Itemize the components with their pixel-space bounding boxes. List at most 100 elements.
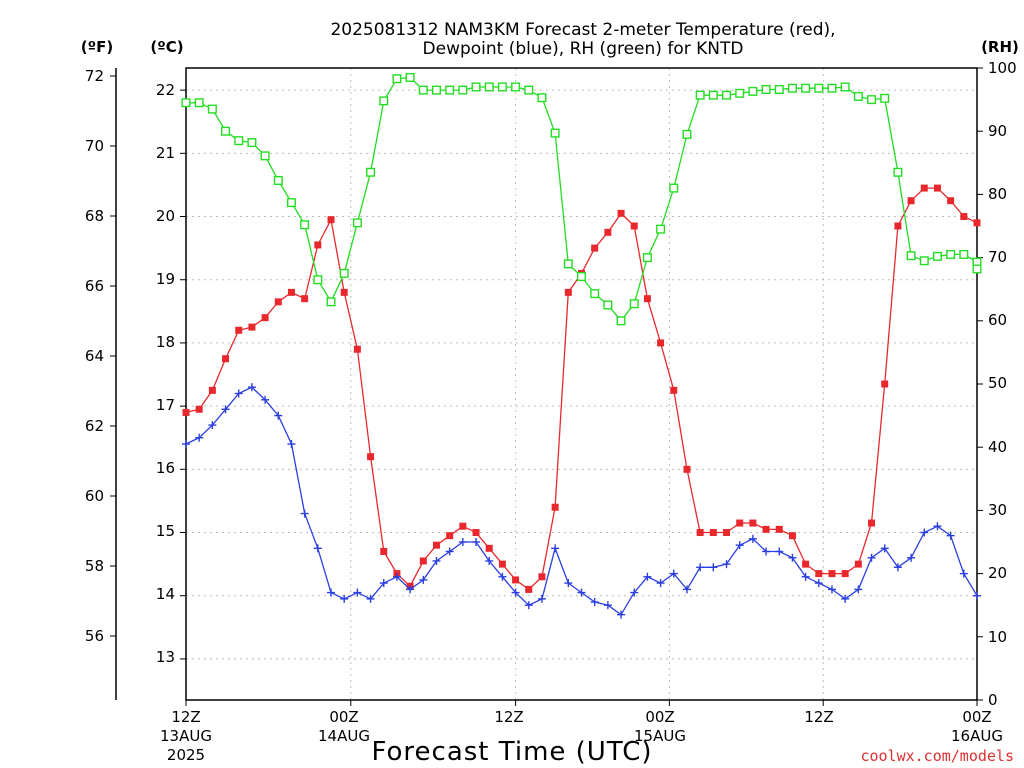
rh-point xyxy=(906,251,916,261)
rh-point xyxy=(286,198,296,208)
rh-point xyxy=(247,138,257,148)
temperature-point xyxy=(657,339,665,347)
rh-point xyxy=(484,82,494,92)
dewpoint-point xyxy=(946,531,955,540)
c-tick-label: 15 xyxy=(156,522,175,540)
rh-point xyxy=(352,218,362,228)
celsius-unit-label: (ºC) xyxy=(150,38,183,56)
temperature-point xyxy=(907,197,915,205)
rh-tick-label: 80 xyxy=(988,185,1007,203)
rh-point xyxy=(708,90,718,100)
rh-point xyxy=(853,91,863,101)
temperature-point xyxy=(854,560,862,568)
rh-tick-label: 20 xyxy=(988,564,1007,582)
dewpoint-point xyxy=(221,405,230,414)
temperature-point xyxy=(261,314,269,322)
temperature-point xyxy=(353,345,361,353)
temperature-point xyxy=(736,519,744,527)
dewpoint-series-line xyxy=(185,386,978,616)
credit-text: coolwx.com/models xyxy=(860,747,1014,765)
x-tick-label: 13AUG xyxy=(160,727,212,745)
temperature-point xyxy=(248,323,256,331)
temperature-point xyxy=(973,219,981,227)
temperature-point xyxy=(920,184,928,192)
dewpoint-point xyxy=(406,585,415,594)
rh-unit-label: (RH) xyxy=(981,38,1019,56)
temperature-point xyxy=(380,547,388,555)
rh-tick-label: 90 xyxy=(988,122,1007,140)
dewpoint-point xyxy=(735,541,744,550)
rh-tick-label: 0 xyxy=(988,691,998,709)
dewpoint-point xyxy=(603,601,612,610)
rh-point xyxy=(537,93,547,103)
c-tick-label: 14 xyxy=(156,585,175,603)
rh-point xyxy=(550,128,560,138)
rh-point xyxy=(366,167,376,177)
rh-point xyxy=(405,72,415,82)
temperature-point xyxy=(485,544,493,552)
rh-point xyxy=(880,93,890,103)
rh-tick-label: 50 xyxy=(988,374,1007,392)
temperature-point xyxy=(314,241,322,249)
plot-series xyxy=(181,72,982,619)
dewpoint-point xyxy=(327,588,336,597)
f-tick-label: 70 xyxy=(85,137,104,155)
plot-frame xyxy=(185,67,978,701)
dewpoint-point xyxy=(682,585,691,594)
dewpoint-point xyxy=(630,588,639,597)
x-tick-label: 16AUG xyxy=(951,727,1003,745)
f-tick-label: 60 xyxy=(85,487,104,505)
rh-point xyxy=(801,83,811,93)
temperature-point xyxy=(762,525,770,533)
plot-grid xyxy=(180,67,983,706)
temperature-point xyxy=(459,522,467,530)
dewpoint-point xyxy=(498,572,507,581)
dewpoint-point xyxy=(696,563,705,572)
x-tick-label: 14AUG xyxy=(318,727,370,745)
rh-point xyxy=(234,136,244,146)
temperature-point xyxy=(683,465,691,473)
dewpoint-point xyxy=(920,528,929,537)
f-tick-label: 66 xyxy=(85,277,104,295)
dewpoint-point xyxy=(775,547,784,556)
dewpoint-point xyxy=(234,389,243,398)
dewpoint-point xyxy=(524,601,533,610)
rh-tick-label: 60 xyxy=(988,311,1007,329)
chart-title-line2: Dewpoint (blue), RH (green) for KNTD xyxy=(423,39,744,59)
rh-point xyxy=(577,272,587,282)
dewpoint-point xyxy=(959,569,968,578)
x-axis: 12Z 13AUG 2025 00Z 14AUG 12Z 00Z 15AUG 1… xyxy=(160,708,1003,764)
dewpoint-point xyxy=(353,588,362,597)
rh-point xyxy=(761,84,771,94)
temperature-point xyxy=(301,295,309,303)
dewpoint-point xyxy=(933,522,942,531)
rh-point xyxy=(932,251,942,261)
dewpoint-point xyxy=(801,572,810,581)
fahrenheit-axis: 72 70 68 66 64 62 60 58 56 xyxy=(85,67,116,645)
rh-point xyxy=(445,85,455,95)
temperature-point xyxy=(340,288,348,296)
rh-point xyxy=(511,82,521,92)
dewpoint-point xyxy=(722,560,731,569)
rh-point xyxy=(339,268,349,278)
temperature-point xyxy=(841,570,849,578)
dewpoint-point xyxy=(261,395,270,404)
dewpoint-point xyxy=(274,411,283,420)
rh-point xyxy=(392,74,402,84)
temperature-point xyxy=(235,326,243,334)
rh-point xyxy=(181,98,191,108)
dewpoint-point xyxy=(313,544,322,553)
rh-point xyxy=(695,90,705,100)
dewpoint-point xyxy=(195,433,204,442)
dewpoint-point xyxy=(907,553,916,562)
x-tick-label: 00Z xyxy=(962,708,991,726)
rh-point xyxy=(379,96,389,106)
dewpoint-point xyxy=(366,594,375,603)
rh-point xyxy=(524,85,534,95)
temperature-point xyxy=(630,222,638,230)
c-tick-label: 18 xyxy=(156,333,175,351)
c-tick-label: 20 xyxy=(156,207,175,225)
c-tick-label: 19 xyxy=(156,270,175,288)
temperature-point xyxy=(195,405,203,413)
